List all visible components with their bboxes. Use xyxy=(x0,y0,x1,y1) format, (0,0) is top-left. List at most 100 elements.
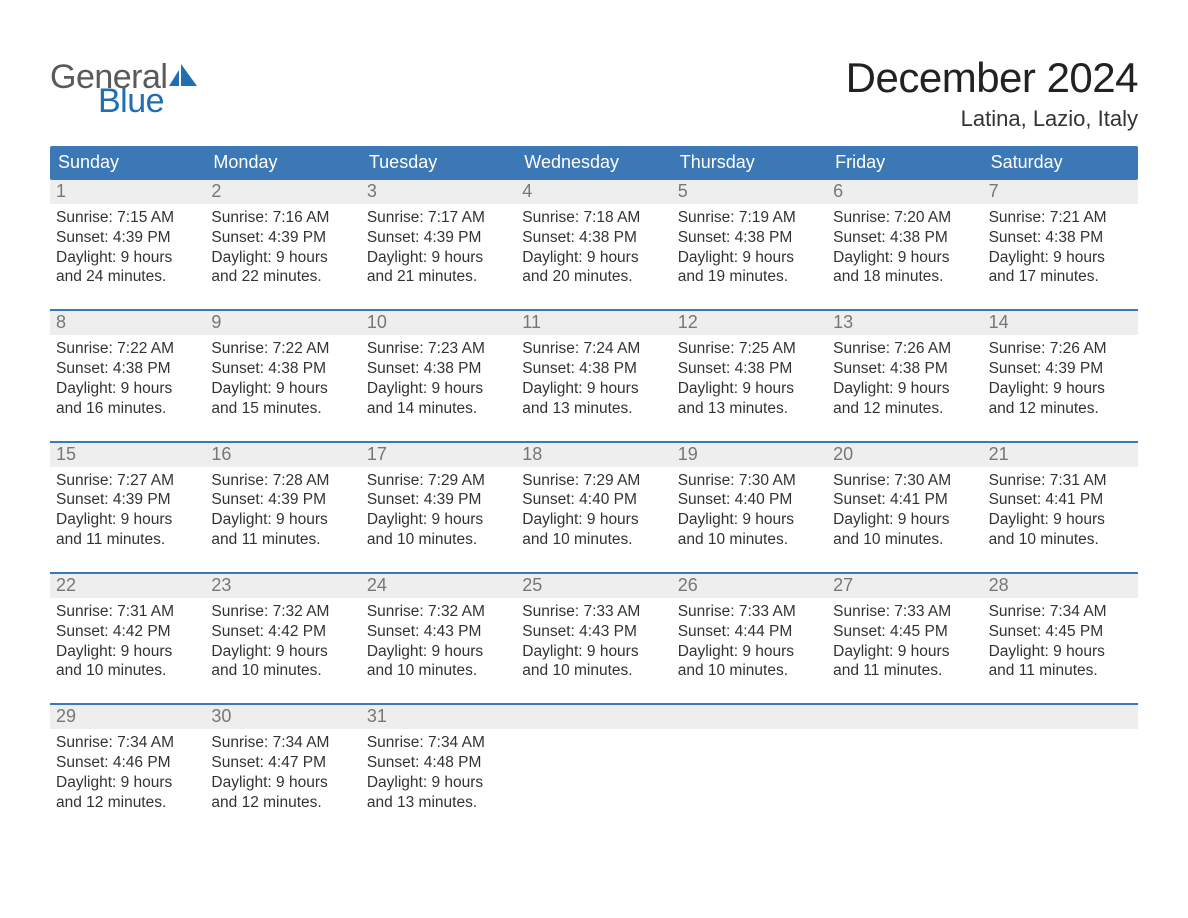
sunrise-line: Sunrise: 7:27 AM xyxy=(56,471,199,491)
day-cell: Sunrise: 7:30 AMSunset: 4:41 PMDaylight:… xyxy=(827,467,982,560)
day-cell: Sunrise: 7:33 AMSunset: 4:43 PMDaylight:… xyxy=(516,598,671,691)
day-cell: Sunrise: 7:16 AMSunset: 4:39 PMDaylight:… xyxy=(205,204,360,297)
sunrise-line: Sunrise: 7:30 AM xyxy=(678,471,821,491)
sunrise-line: Sunrise: 7:26 AM xyxy=(989,339,1132,359)
sunrise-line: Sunrise: 7:30 AM xyxy=(833,471,976,491)
day-number: 14 xyxy=(983,311,1138,335)
daylight-line: Daylight: 9 hours and 12 minutes. xyxy=(211,773,354,813)
daynum-row: 22232425262728 xyxy=(50,574,1138,598)
day-cell: Sunrise: 7:32 AMSunset: 4:43 PMDaylight:… xyxy=(361,598,516,691)
day-number: 19 xyxy=(672,443,827,467)
daylight-line: Daylight: 9 hours and 10 minutes. xyxy=(522,510,665,550)
sunrise-line: Sunrise: 7:19 AM xyxy=(678,208,821,228)
title-block: December 2024 Latina, Lazio, Italy xyxy=(846,54,1138,132)
day-cell: Sunrise: 7:32 AMSunset: 4:42 PMDaylight:… xyxy=(205,598,360,691)
day-cell: Sunrise: 7:15 AMSunset: 4:39 PMDaylight:… xyxy=(50,204,205,297)
day-cell: Sunrise: 7:30 AMSunset: 4:40 PMDaylight:… xyxy=(672,467,827,560)
day-cell: Sunrise: 7:34 AMSunset: 4:46 PMDaylight:… xyxy=(50,729,205,822)
calendar: SundayMondayTuesdayWednesdayThursdayFrid… xyxy=(50,146,1138,823)
sunset-line: Sunset: 4:47 PM xyxy=(211,753,354,773)
daynum-row: 293031 xyxy=(50,705,1138,729)
day-cell: Sunrise: 7:29 AMSunset: 4:40 PMDaylight:… xyxy=(516,467,671,560)
daylight-line: Daylight: 9 hours and 12 minutes. xyxy=(56,773,199,813)
week-header-cell: Wednesday xyxy=(516,146,671,180)
day-cell: Sunrise: 7:21 AMSunset: 4:38 PMDaylight:… xyxy=(983,204,1138,297)
day-cell: Sunrise: 7:22 AMSunset: 4:38 PMDaylight:… xyxy=(205,335,360,428)
sunset-line: Sunset: 4:40 PM xyxy=(678,490,821,510)
sunrise-line: Sunrise: 7:24 AM xyxy=(522,339,665,359)
daylight-line: Daylight: 9 hours and 11 minutes. xyxy=(211,510,354,550)
sunrise-line: Sunrise: 7:32 AM xyxy=(367,602,510,622)
day-number: 20 xyxy=(827,443,982,467)
sunrise-line: Sunrise: 7:34 AM xyxy=(211,733,354,753)
daylight-line: Daylight: 9 hours and 11 minutes. xyxy=(56,510,199,550)
sunset-line: Sunset: 4:41 PM xyxy=(989,490,1132,510)
day-number: 16 xyxy=(205,443,360,467)
sunrise-line: Sunrise: 7:20 AM xyxy=(833,208,976,228)
day-number: 30 xyxy=(205,705,360,729)
daylight-line: Daylight: 9 hours and 21 minutes. xyxy=(367,248,510,288)
sunrise-line: Sunrise: 7:34 AM xyxy=(56,733,199,753)
sunset-line: Sunset: 4:41 PM xyxy=(833,490,976,510)
sunset-line: Sunset: 4:43 PM xyxy=(522,622,665,642)
daylight-line: Daylight: 9 hours and 10 minutes. xyxy=(367,642,510,682)
daylight-line: Daylight: 9 hours and 10 minutes. xyxy=(833,510,976,550)
page: General Blue December 2024 Latina, Lazio… xyxy=(0,0,1188,918)
day-cell: Sunrise: 7:27 AMSunset: 4:39 PMDaylight:… xyxy=(50,467,205,560)
sunrise-line: Sunrise: 7:23 AM xyxy=(367,339,510,359)
sunrise-line: Sunrise: 7:33 AM xyxy=(522,602,665,622)
sunset-line: Sunset: 4:38 PM xyxy=(522,228,665,248)
sunset-line: Sunset: 4:39 PM xyxy=(211,228,354,248)
day-number: 25 xyxy=(516,574,671,598)
day-number: 29 xyxy=(50,705,205,729)
daylight-line: Daylight: 9 hours and 10 minutes. xyxy=(989,510,1132,550)
daylight-line: Daylight: 9 hours and 17 minutes. xyxy=(989,248,1132,288)
sunset-line: Sunset: 4:48 PM xyxy=(367,753,510,773)
day-number: 7 xyxy=(983,180,1138,204)
daylight-line: Daylight: 9 hours and 13 minutes. xyxy=(678,379,821,419)
week-header-cell: Friday xyxy=(827,146,982,180)
daylight-line: Daylight: 9 hours and 14 minutes. xyxy=(367,379,510,419)
day-cell: Sunrise: 7:31 AMSunset: 4:42 PMDaylight:… xyxy=(50,598,205,691)
logo-word-blue: Blue xyxy=(98,84,197,118)
day-number: 3 xyxy=(361,180,516,204)
daylight-line: Daylight: 9 hours and 15 minutes. xyxy=(211,379,354,419)
sunrise-line: Sunrise: 7:22 AM xyxy=(211,339,354,359)
logo: General Blue xyxy=(50,54,197,118)
week-row: 293031Sunrise: 7:34 AMSunset: 4:46 PMDay… xyxy=(50,703,1138,822)
day-cell xyxy=(516,729,671,822)
sunset-line: Sunset: 4:40 PM xyxy=(522,490,665,510)
day-cell: Sunrise: 7:26 AMSunset: 4:38 PMDaylight:… xyxy=(827,335,982,428)
daylight-line: Daylight: 9 hours and 12 minutes. xyxy=(989,379,1132,419)
day-cell: Sunrise: 7:34 AMSunset: 4:48 PMDaylight:… xyxy=(361,729,516,822)
sunset-line: Sunset: 4:44 PM xyxy=(678,622,821,642)
sunrise-line: Sunrise: 7:31 AM xyxy=(989,471,1132,491)
sunrise-line: Sunrise: 7:18 AM xyxy=(522,208,665,228)
sunrise-line: Sunrise: 7:31 AM xyxy=(56,602,199,622)
sunset-line: Sunset: 4:38 PM xyxy=(833,359,976,379)
day-cell: Sunrise: 7:25 AMSunset: 4:38 PMDaylight:… xyxy=(672,335,827,428)
sunset-line: Sunset: 4:38 PM xyxy=(678,228,821,248)
sunset-line: Sunset: 4:42 PM xyxy=(56,622,199,642)
day-cell: Sunrise: 7:33 AMSunset: 4:45 PMDaylight:… xyxy=(827,598,982,691)
daylight-line: Daylight: 9 hours and 16 minutes. xyxy=(56,379,199,419)
sunset-line: Sunset: 4:39 PM xyxy=(56,228,199,248)
daylight-line: Daylight: 9 hours and 10 minutes. xyxy=(522,642,665,682)
sunrise-line: Sunrise: 7:29 AM xyxy=(367,471,510,491)
sunset-line: Sunset: 4:43 PM xyxy=(367,622,510,642)
daynum-row: 1234567 xyxy=(50,180,1138,204)
day-number: 4 xyxy=(516,180,671,204)
daylight-line: Daylight: 9 hours and 10 minutes. xyxy=(678,642,821,682)
day-cell: Sunrise: 7:33 AMSunset: 4:44 PMDaylight:… xyxy=(672,598,827,691)
sunrise-line: Sunrise: 7:33 AM xyxy=(833,602,976,622)
day-number: 31 xyxy=(361,705,516,729)
day-number: 2 xyxy=(205,180,360,204)
day-number: 21 xyxy=(983,443,1138,467)
day-number: 1 xyxy=(50,180,205,204)
sunrise-line: Sunrise: 7:34 AM xyxy=(367,733,510,753)
sunset-line: Sunset: 4:38 PM xyxy=(833,228,976,248)
daylight-line: Daylight: 9 hours and 12 minutes. xyxy=(833,379,976,419)
week-row: 15161718192021Sunrise: 7:27 AMSunset: 4:… xyxy=(50,441,1138,560)
sunset-line: Sunset: 4:38 PM xyxy=(56,359,199,379)
day-number: 12 xyxy=(672,311,827,335)
